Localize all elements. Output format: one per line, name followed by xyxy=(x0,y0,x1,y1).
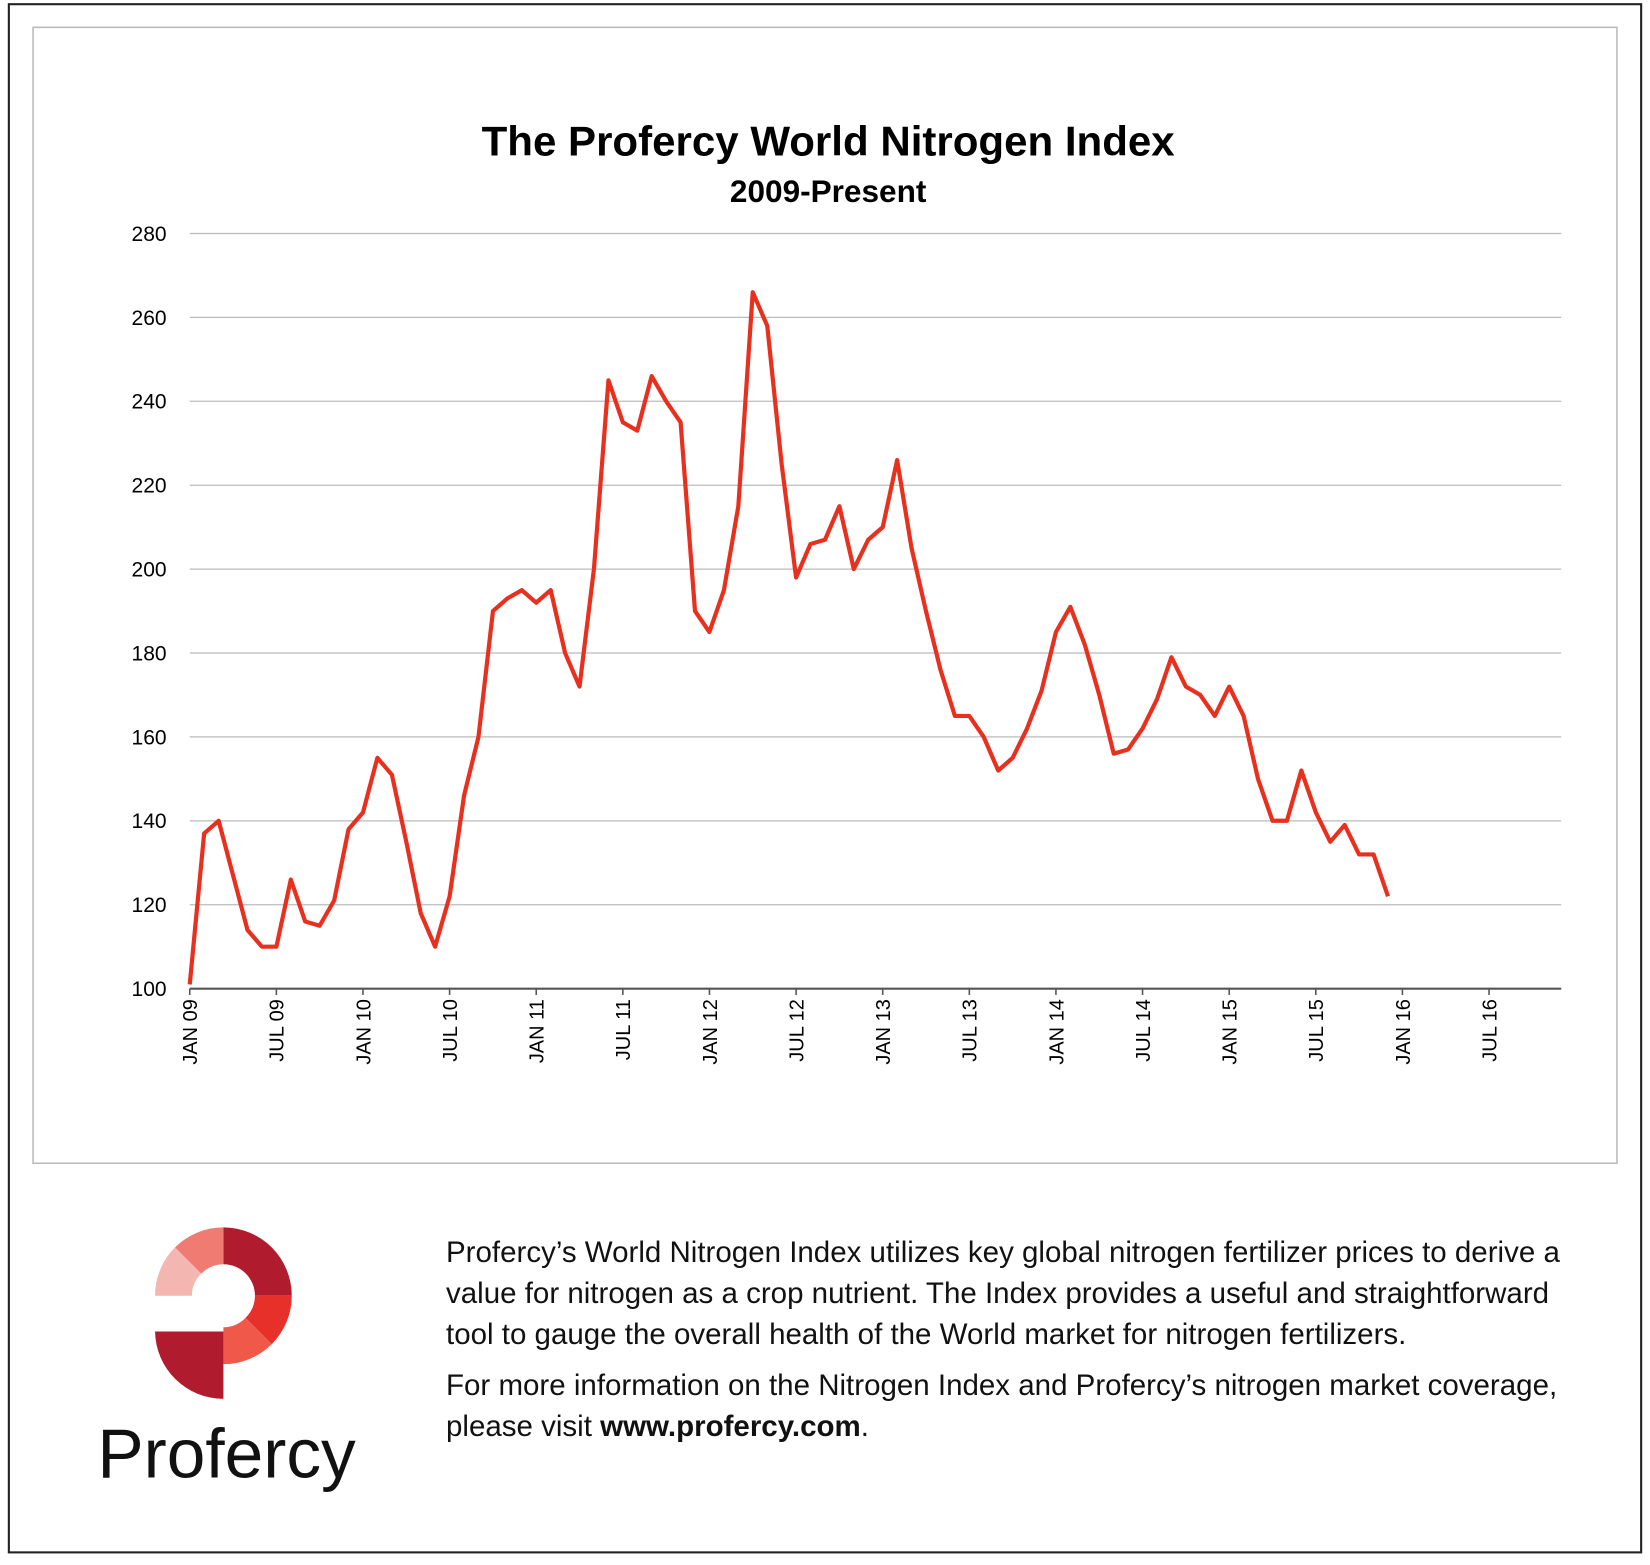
description-text: Profercy’s World Nitrogen Index utilizes… xyxy=(446,1236,1560,1351)
x-tick-label: JUL 10 xyxy=(440,999,462,1062)
x-tick-label: JAN 10 xyxy=(353,999,375,1064)
y-tick-label: 240 xyxy=(132,391,167,414)
logo-segment xyxy=(223,1317,272,1365)
more-info-text: For more information on the Nitrogen Ind… xyxy=(446,1369,1558,1443)
x-tick-label: JUL 12 xyxy=(786,999,808,1062)
logo-segment xyxy=(245,1295,292,1345)
x-tick-label: JAN 13 xyxy=(873,999,895,1064)
x-tick-label: JAN 16 xyxy=(1393,999,1415,1064)
chart-title: The Profercy World Nitrogen Index xyxy=(482,118,1176,165)
x-tick-label: JAN 09 xyxy=(180,999,202,1064)
y-tick-label: 260 xyxy=(132,307,167,330)
chart-panel xyxy=(32,26,1618,1165)
description: Profercy’s World Nitrogen Index utilizes… xyxy=(446,1232,1586,1457)
chart-subtitle: 2009-Present xyxy=(730,173,927,209)
y-tick-label: 180 xyxy=(132,642,167,665)
x-tick-label: JUL 09 xyxy=(267,999,289,1062)
logo: Profercy xyxy=(97,1227,356,1493)
x-tick-label: JUL 15 xyxy=(1306,999,1328,1062)
y-tick-label: 220 xyxy=(132,475,167,498)
logo-segment xyxy=(155,1331,224,1399)
x-tick-label: JUL 13 xyxy=(960,999,982,1062)
y-tick-label: 140 xyxy=(132,810,167,833)
x-tick-label: JAN 15 xyxy=(1220,999,1242,1064)
logo-segment xyxy=(223,1227,292,1296)
logo-text: Profercy xyxy=(97,1415,356,1493)
logo-segment xyxy=(155,1247,202,1296)
x-tick-label: JUL 11 xyxy=(613,999,635,1060)
y-tick-label: 280 xyxy=(132,223,167,246)
y-tick-label: 200 xyxy=(132,558,167,581)
x-tick-label: JAN 14 xyxy=(1046,999,1068,1064)
y-tick-label: 120 xyxy=(132,894,167,917)
logo-segment xyxy=(175,1227,224,1274)
x-tick-label: JUL 16 xyxy=(1479,999,1501,1062)
plot: 100 120 140 160 180 200 220 240 260 280 JAN 09 JUL … xyxy=(132,223,1562,1065)
more-info: For more information on the Nitrogen Ind… xyxy=(446,1365,1586,1447)
y-tick-label: 160 xyxy=(132,726,167,749)
x-tick-label: JAN 11 xyxy=(527,999,549,1063)
x-tick-label: JUL 14 xyxy=(1133,999,1155,1062)
x-tick-label: JAN 12 xyxy=(700,999,722,1064)
punctuation: . xyxy=(860,1410,869,1443)
y-tick-label: 100 xyxy=(132,978,167,1001)
url: www.profercy.com xyxy=(600,1410,861,1443)
line xyxy=(187,290,1390,985)
